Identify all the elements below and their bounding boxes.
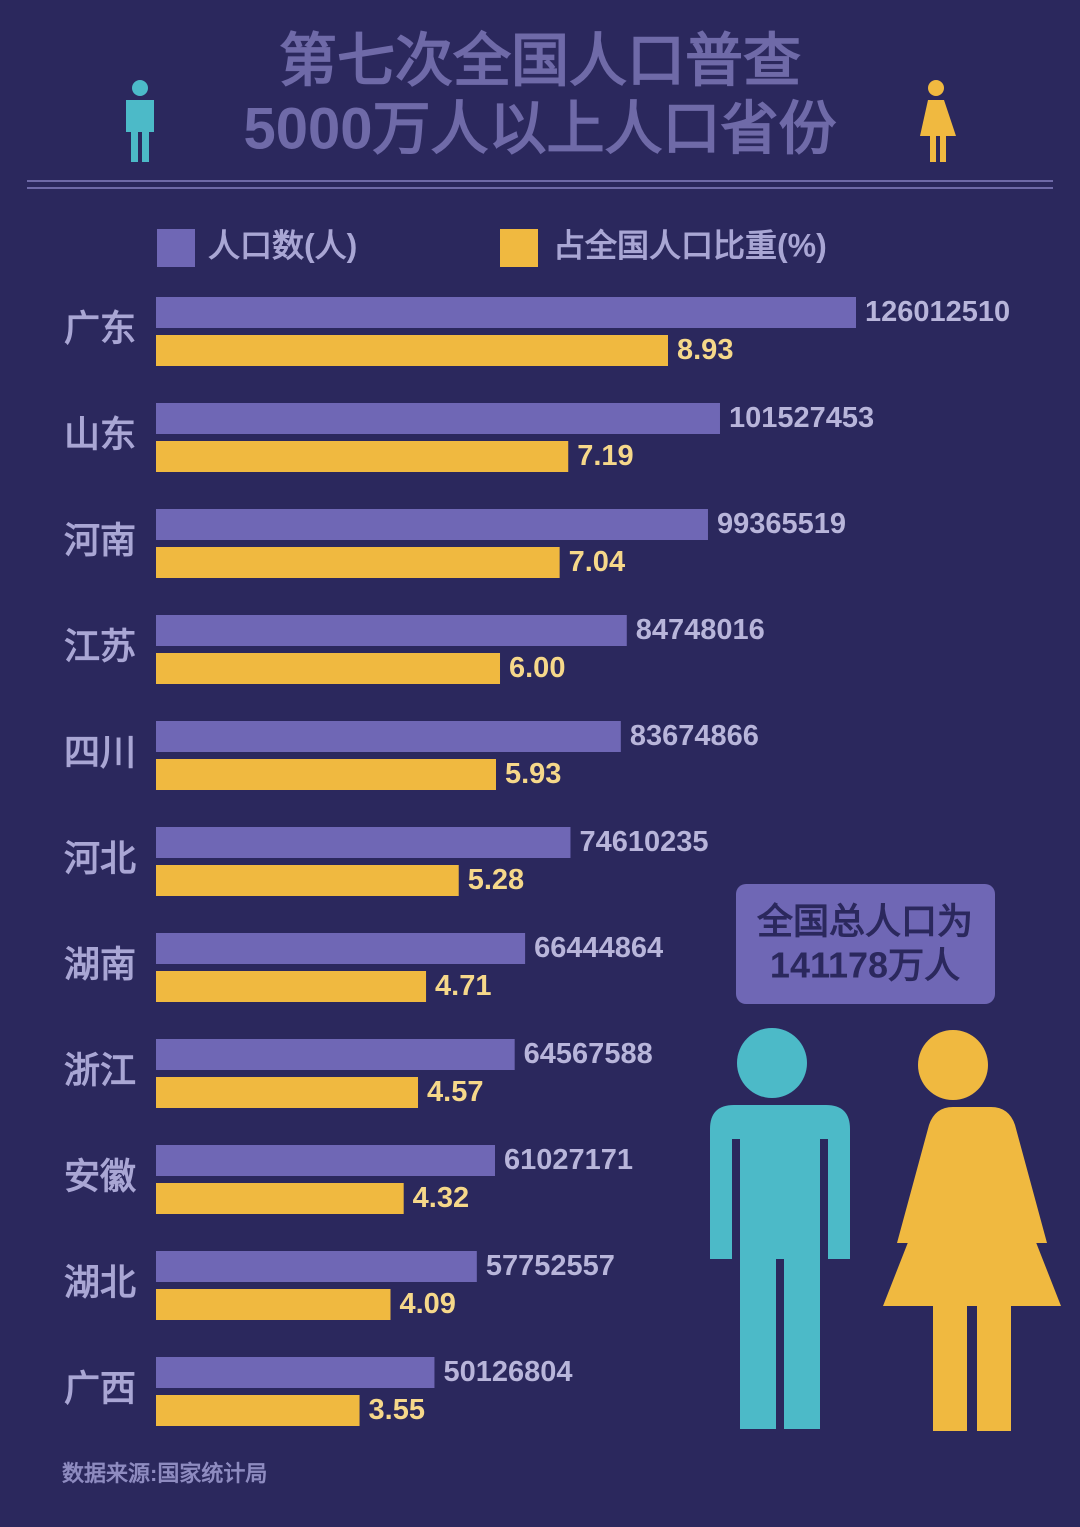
- legend-swatch: [157, 229, 195, 267]
- legend-label: 占全国人口比重(%): [553, 227, 827, 263]
- value-label: 99365519: [717, 508, 846, 540]
- value-label: 74610235: [579, 826, 708, 858]
- value-label: 61027171: [504, 1144, 633, 1176]
- bar: [156, 1357, 435, 1388]
- value-label: 64567588: [524, 1038, 653, 1070]
- legend-label: 人口数(人): [208, 227, 357, 263]
- note-text: 141178万人: [770, 945, 960, 986]
- category-label: 四川: [64, 732, 136, 773]
- category-label: 浙江: [64, 1050, 136, 1091]
- bar: [156, 615, 627, 646]
- value-label: 4.32: [413, 1182, 469, 1214]
- bar: [156, 1289, 391, 1320]
- category-label: 江苏: [64, 626, 136, 667]
- value-label: 4.57: [427, 1076, 483, 1108]
- value-label: 4.09: [399, 1288, 455, 1320]
- value-label: 4.71: [435, 970, 491, 1002]
- bar: [156, 1251, 477, 1282]
- category-label: 河南: [64, 520, 136, 561]
- value-label: 83674866: [630, 720, 759, 752]
- value-label: 7.19: [577, 440, 633, 472]
- value-label: 8.93: [677, 334, 733, 366]
- value-label: 50126804: [443, 1356, 572, 1388]
- bar: [156, 933, 526, 964]
- value-label: 101527453: [729, 402, 874, 434]
- category-label: 广东: [64, 308, 136, 349]
- bar: [156, 971, 427, 1002]
- woman-icon: [920, 80, 956, 162]
- category-label: 河北: [64, 838, 136, 879]
- bar: [156, 509, 708, 540]
- value-label: 57752557: [486, 1250, 615, 1282]
- value-label: 66444864: [534, 932, 663, 964]
- man-figure: [710, 1028, 850, 1429]
- value-label: 7.04: [569, 546, 625, 578]
- source: 数据来源:国家统计局: [62, 1461, 267, 1486]
- chart-title: 第七次全国人口普查: [279, 28, 801, 93]
- value-label: 84748016: [636, 614, 765, 646]
- category-label: 湖南: [64, 944, 136, 985]
- bar: [156, 297, 856, 328]
- bar: [156, 827, 571, 858]
- woman-figure: [883, 1030, 1061, 1431]
- chart-subtitle: 5000万人以上人口省份: [243, 96, 836, 161]
- bar: [156, 653, 501, 684]
- value-label: 6.00: [509, 652, 565, 684]
- bar: [156, 335, 668, 366]
- man-icon: [126, 80, 154, 162]
- bar: [156, 547, 560, 578]
- note-box: [736, 884, 995, 1004]
- bar: [156, 1039, 515, 1070]
- bar: [156, 865, 459, 896]
- bar: [156, 1183, 404, 1214]
- note-text: 全国总人口为: [756, 901, 973, 942]
- value-label: 5.93: [505, 758, 561, 790]
- value-label: 3.55: [369, 1394, 425, 1426]
- bar: [156, 403, 720, 434]
- value-label: 126012510: [865, 296, 1010, 328]
- bar: [156, 1145, 496, 1176]
- category-label: 山东: [64, 414, 136, 455]
- bar: [156, 1395, 360, 1426]
- category-label: 广西: [64, 1368, 136, 1409]
- bar: [156, 759, 496, 790]
- category-label: 安徽: [64, 1156, 137, 1197]
- value-label: 5.28: [468, 864, 524, 896]
- bar: [156, 1077, 419, 1108]
- legend-swatch: [500, 229, 538, 267]
- bar: [156, 721, 621, 752]
- category-label: 湖北: [64, 1262, 136, 1303]
- bar: [156, 441, 569, 472]
